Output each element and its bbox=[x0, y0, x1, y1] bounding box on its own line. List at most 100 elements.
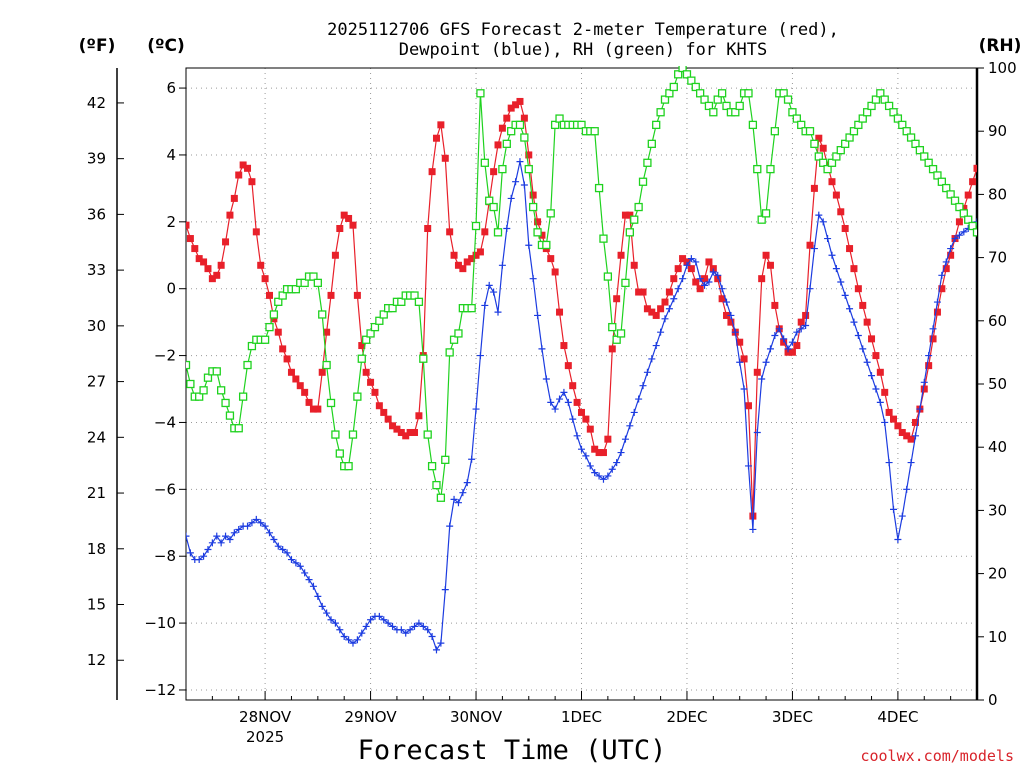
rh-point-115 bbox=[687, 76, 696, 85]
dewpoint-point-0 bbox=[186, 532, 190, 540]
temperature-point-158 bbox=[876, 368, 884, 376]
dewpoint-point-112 bbox=[674, 285, 682, 293]
temperature-point-17 bbox=[257, 261, 265, 269]
dewpoint-point-40 bbox=[358, 629, 366, 637]
temperature-point-13 bbox=[239, 161, 247, 169]
temperature-point-4 bbox=[200, 258, 208, 266]
temperature-point-32 bbox=[323, 328, 331, 336]
dewpoint-point-98 bbox=[613, 459, 621, 467]
dewpoint-point-10 bbox=[226, 535, 234, 543]
dewpoint-point-154 bbox=[859, 345, 867, 353]
chart-title-line-2: Dewpoint (blue), RH (green) for KHTS bbox=[399, 40, 767, 60]
dewpoint-point-11 bbox=[230, 529, 238, 537]
temperature-point-11 bbox=[230, 194, 238, 202]
temperature-point-99 bbox=[617, 251, 625, 259]
rh-point-3 bbox=[195, 392, 204, 401]
temperature-point-142 bbox=[806, 241, 814, 249]
dewpoint-point-33 bbox=[327, 616, 335, 624]
dewpoint-point-42 bbox=[367, 616, 375, 624]
chart-axes: −12−10−8−6−4−202461215182124273033363942… bbox=[87, 59, 1017, 746]
dewpoint-point-52 bbox=[411, 622, 419, 630]
temperature-point-152 bbox=[850, 265, 858, 273]
dewpoint-point-93 bbox=[591, 469, 599, 477]
rh-point-121 bbox=[713, 95, 722, 104]
celsius-tick-label-4: 4 bbox=[166, 146, 176, 164]
temperature-point-130 bbox=[753, 368, 761, 376]
celsius-tick-label--10: −10 bbox=[144, 614, 176, 632]
rh-point-119 bbox=[704, 101, 714, 111]
dewpoint-point-70 bbox=[490, 288, 498, 296]
dewpoint-point-63 bbox=[459, 489, 467, 497]
dewpoint-point-107 bbox=[652, 342, 660, 350]
dewpoint-point-49 bbox=[397, 626, 405, 634]
rh-point-125 bbox=[731, 108, 740, 117]
dewpoint-point-3 bbox=[195, 556, 203, 564]
dewpoint-point-119 bbox=[705, 278, 713, 286]
dewpoint-point-128 bbox=[744, 462, 752, 470]
dewpoint-point-156 bbox=[868, 372, 876, 380]
rh-point-14 bbox=[243, 360, 252, 370]
temperature-point-115 bbox=[687, 265, 695, 273]
time-tick-sublabel-year: 2025 bbox=[246, 728, 284, 746]
rh-point-138 bbox=[788, 108, 797, 117]
dewpoint-point-92 bbox=[586, 462, 594, 470]
temperature-point-84 bbox=[551, 268, 559, 276]
dewpoint-point-113 bbox=[679, 275, 687, 283]
celsius-tick-label-2: 2 bbox=[166, 213, 176, 231]
dewpoint-point-151 bbox=[846, 305, 854, 313]
dewpoint-point-89 bbox=[573, 432, 581, 440]
rh-point-132 bbox=[761, 209, 771, 218]
dewpoint-point-160 bbox=[885, 459, 893, 467]
fahrenheit-tick-label-21: 21 bbox=[87, 484, 106, 502]
dewpoint-point-164 bbox=[903, 485, 911, 493]
dewpoint-point-54 bbox=[419, 622, 427, 630]
dewpoint-point-15 bbox=[248, 519, 256, 527]
dewpoint-point-138 bbox=[788, 338, 796, 346]
temperature-point-12 bbox=[235, 171, 243, 179]
temperature-point-42 bbox=[367, 378, 375, 386]
temperature-point-173 bbox=[942, 265, 950, 273]
rh-point-25 bbox=[291, 285, 301, 294]
rh-point-177 bbox=[959, 209, 968, 218]
dewpoint-point-41 bbox=[362, 622, 370, 630]
rh-point-5 bbox=[203, 373, 213, 382]
temperature-point-2 bbox=[191, 245, 199, 253]
temperature-point-165 bbox=[907, 435, 915, 443]
celsius-tick-label-6: 6 bbox=[166, 79, 176, 97]
rh-point-169 bbox=[924, 158, 933, 167]
temperature-point-140 bbox=[797, 318, 805, 326]
dewpoint-point-102 bbox=[630, 408, 638, 416]
dewpoint-point-95 bbox=[599, 475, 607, 483]
rh-point-113 bbox=[678, 66, 687, 73]
temperature-point-144 bbox=[815, 134, 823, 142]
rh-point-123 bbox=[722, 101, 731, 111]
rh-tick-label-40: 40 bbox=[988, 438, 1007, 456]
rh-point-20 bbox=[269, 310, 279, 319]
dewpoint-point-142 bbox=[806, 285, 814, 293]
dewpoint-point-87 bbox=[564, 398, 572, 406]
rh-point-180 bbox=[972, 228, 977, 237]
dewpoint-point-80 bbox=[534, 311, 542, 319]
dewpoint-point-19 bbox=[265, 529, 273, 537]
temperature-point-80 bbox=[534, 218, 542, 226]
dewpoint-point-26 bbox=[296, 562, 304, 570]
dewpoint-point-171 bbox=[933, 298, 941, 306]
rh-point-173 bbox=[942, 183, 951, 193]
temperature-point-160 bbox=[885, 408, 893, 416]
temperature-point-0 bbox=[186, 221, 190, 229]
temperature-point-38 bbox=[349, 221, 357, 229]
temperature-point-41 bbox=[362, 368, 370, 376]
dewpoint-point-79 bbox=[529, 275, 537, 283]
dewpoint-point-174 bbox=[947, 245, 955, 253]
temperature-point-169 bbox=[925, 362, 933, 370]
rh-point-171 bbox=[933, 171, 942, 180]
rh-point-150 bbox=[841, 139, 850, 148]
temperature-point-78 bbox=[525, 151, 533, 159]
chart-title: 2025112706 GFS Forecast 2-meter Temperat… bbox=[327, 20, 839, 60]
rh-point-39 bbox=[353, 392, 362, 401]
temperature-point-39 bbox=[353, 291, 361, 299]
series-temperature bbox=[186, 97, 977, 520]
time-tick-label-3dec: 3DEC bbox=[772, 708, 813, 726]
temperature-point-19 bbox=[265, 291, 273, 299]
temperature-point-107 bbox=[652, 311, 660, 319]
